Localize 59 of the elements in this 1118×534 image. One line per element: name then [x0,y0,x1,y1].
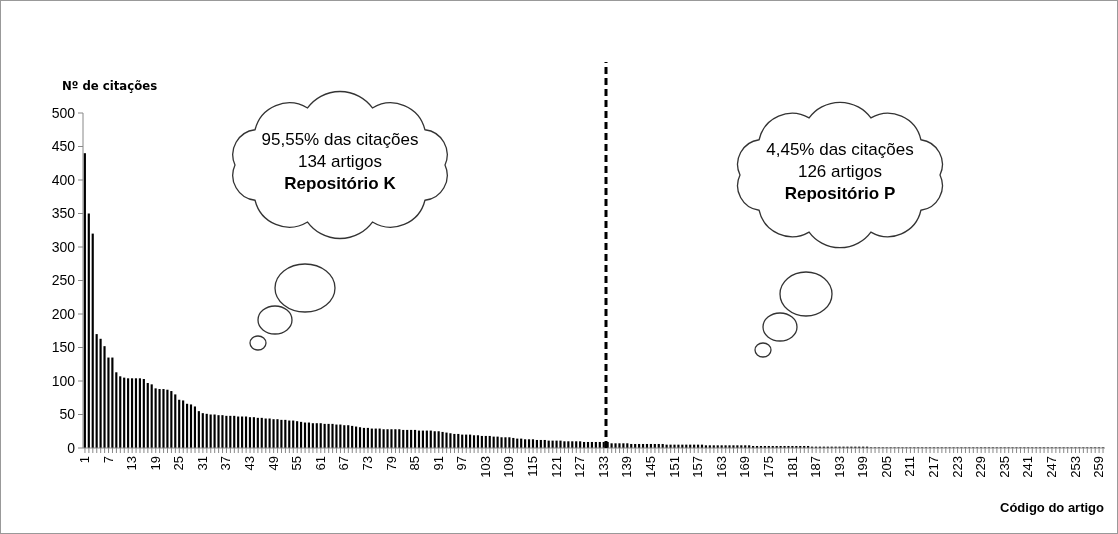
x-tick-label: 49 [265,456,281,471]
y-axis-title: Nº de citações [62,78,158,93]
x-tick-label: 169 [737,456,753,478]
x-tick-label: 19 [147,456,163,471]
x-tick-label: 253 [1067,456,1083,478]
x-tick-label: 91 [430,456,446,471]
x-tick-label: 31 [194,456,210,471]
x-tick-label: 85 [407,456,423,471]
x-tick-label: 205 [878,456,894,478]
x-tick-label: 235 [996,456,1012,478]
x-tick-label: 151 [666,456,682,478]
x-tick-label: 187 [808,456,824,478]
x-tick-label: 145 [643,456,658,478]
x-tick-label: 109 [501,456,517,478]
y-tick-label: 350 [51,205,76,222]
x-tick-label: 103 [477,456,493,478]
x-tick-label: 175 [760,456,776,478]
x-tick-label: 157 [690,456,706,478]
y-tick-label: 500 [51,104,76,121]
x-tick-label: 115 [525,456,541,477]
y-tick-label: 250 [51,272,76,289]
x-tick-label: 223 [949,456,965,478]
y-tick-label: 300 [51,238,76,255]
y-tick-label: 200 [51,305,76,322]
x-tick-label: 55 [289,456,305,471]
x-tick-label: 241 [1020,456,1036,478]
y-tick-label: 450 [51,138,76,155]
x-tick-label: 43 [242,456,258,471]
x-tick-label: 79 [383,456,399,471]
x-tick-label: 133 [595,456,611,478]
x-tick-label: 73 [359,456,375,471]
x-tick-label: 97 [454,456,470,471]
x-tick-label: 127 [572,456,588,478]
x-tick-label: 25 [171,456,187,471]
y-tick-label: 100 [51,372,76,389]
y-tick-label: 400 [51,171,76,188]
x-tick-label: 1 [76,456,92,464]
x-tick-label: 7 [100,456,116,464]
annotation: 4,45% das citações 126 artigos Repositório P [766,140,914,203]
x-tick-label: 163 [713,456,729,478]
x-tick-label: 139 [619,456,635,478]
x-tick-label: 211 [902,456,918,477]
x-tick-label: 67 [336,456,352,471]
annotation: 95,55% das citações 134 artigos Repositório K [261,130,419,193]
x-tick-label: 61 [312,456,328,471]
x-tick-label: 121 [548,456,564,478]
y-tick-label: 0 [67,439,76,456]
x-tick-label: 229 [973,456,989,478]
x-tick-label: 217 [926,456,942,478]
x-tick-label: 199 [855,456,871,478]
x-tick-label: 181 [784,456,800,478]
x-tick-label: 259 [1091,456,1107,478]
x-tick-label: 247 [1043,456,1059,478]
x-tick-label: 37 [218,456,234,471]
y-tick-label: 50 [59,406,76,423]
x-tick-label: 13 [124,456,140,471]
y-tick-label: 150 [51,339,76,356]
x-axis-title: Código do artigo [1000,500,1105,515]
x-tick-label: 193 [831,456,847,478]
